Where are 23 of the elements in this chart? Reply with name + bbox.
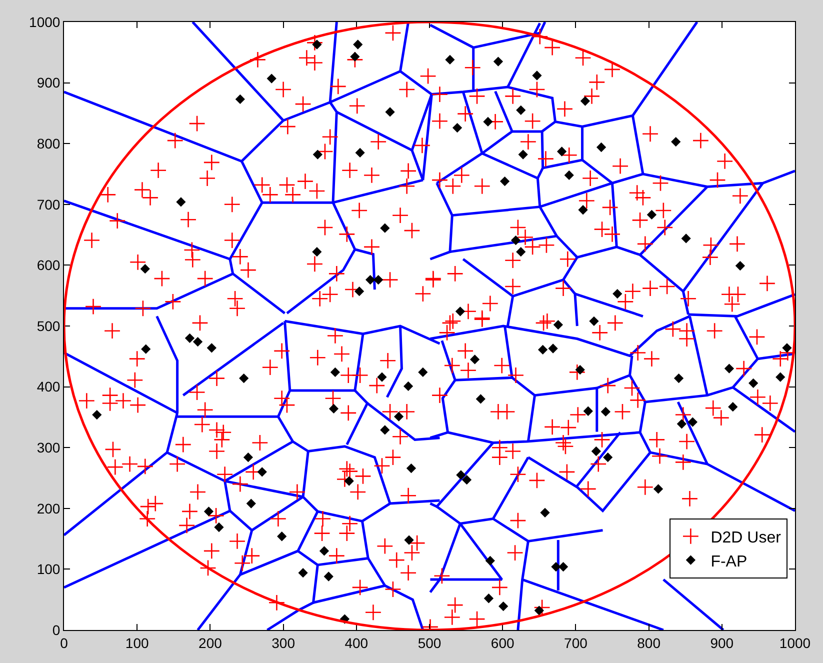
x-tick-label: 200 xyxy=(198,634,222,651)
y-tick-label: 1000 xyxy=(29,14,60,30)
x-tick-label: 700 xyxy=(564,634,588,651)
legend-label: F-AP xyxy=(710,553,748,570)
y-tick-label: 500 xyxy=(36,318,60,334)
y-tick-label: 400 xyxy=(36,378,60,395)
y-tick-label: 700 xyxy=(36,196,60,212)
legend-label: D2D User xyxy=(710,529,782,546)
x-tick-label: 800 xyxy=(637,634,661,651)
y-tick-label: 800 xyxy=(36,136,60,152)
y-tick-label: 900 xyxy=(36,74,60,91)
x-tick-label: 300 xyxy=(272,634,296,651)
x-tick-label: 900 xyxy=(710,634,734,651)
x-tick-label: 400 xyxy=(344,634,368,651)
y-tick-label: 200 xyxy=(36,500,60,516)
x-tick-label: 600 xyxy=(490,634,514,651)
y-tick-label: 600 xyxy=(36,257,60,274)
x-tick-label: 500 xyxy=(418,634,442,651)
y-tick-label: 100 xyxy=(36,561,60,578)
x-tick-label: 100 xyxy=(125,634,149,651)
y-tick-label: 300 xyxy=(36,440,60,456)
y-tick-label: 0 xyxy=(52,622,60,638)
x-tick-label: 1000 xyxy=(779,634,811,651)
